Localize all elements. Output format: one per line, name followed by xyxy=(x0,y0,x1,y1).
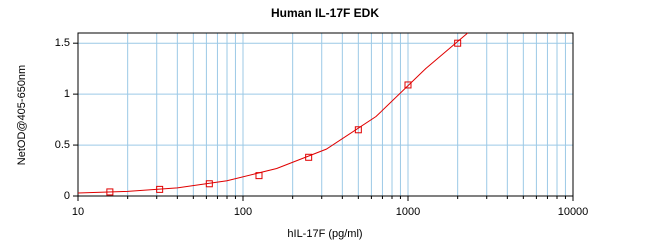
data-point xyxy=(404,81,412,89)
y-tick-label: 1.5 xyxy=(55,37,70,49)
chart-title: Human IL-17F EDK xyxy=(271,6,379,20)
x-tick-label: 1000 xyxy=(396,206,420,218)
x-tick-label: 100 xyxy=(234,206,252,218)
plot-frame xyxy=(77,32,574,197)
y-axis-label: NetOD@405-650nm xyxy=(16,65,28,165)
y-tick-label: 1 xyxy=(64,88,70,100)
x-tick-label: 10000 xyxy=(558,206,589,218)
y-tick-label: 0.5 xyxy=(55,139,70,151)
x-tick-label: 10 xyxy=(72,206,84,218)
y-tick-label: 0 xyxy=(64,190,70,202)
data-point xyxy=(454,39,462,47)
x-axis-label: hIL-17F (pg/ml) xyxy=(287,228,362,240)
fit-curve xyxy=(77,32,469,194)
